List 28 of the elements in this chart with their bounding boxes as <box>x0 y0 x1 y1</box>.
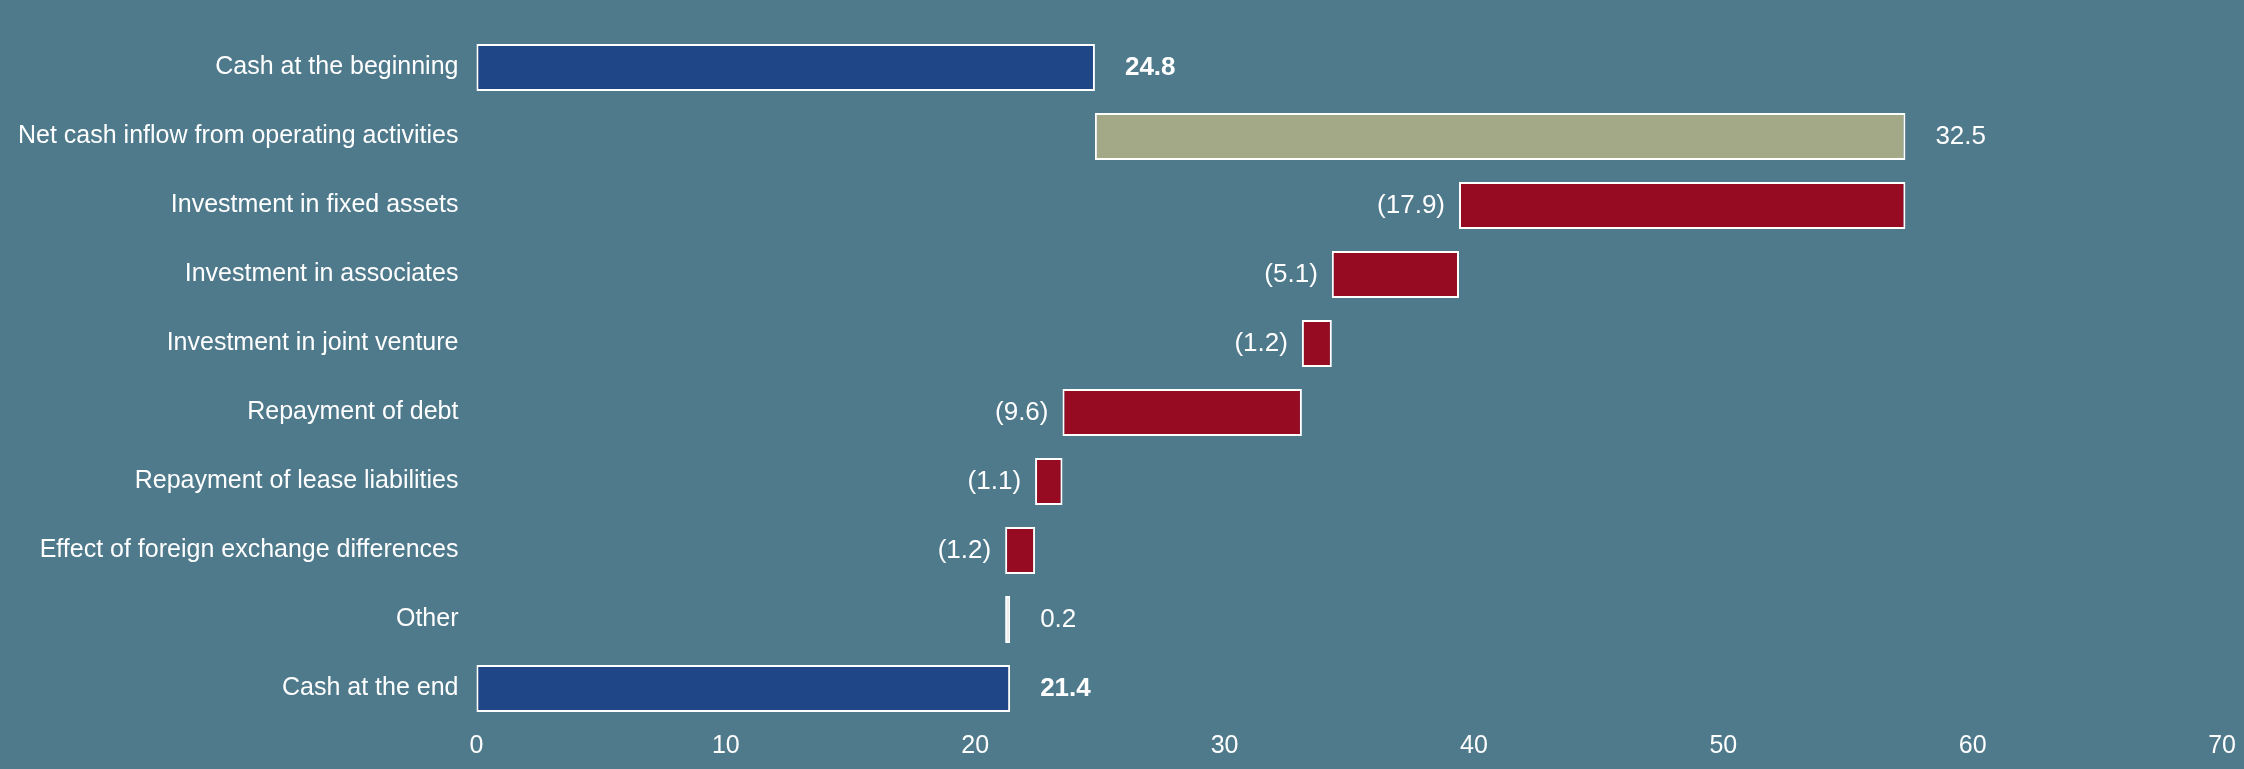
data-label: 32.5 <box>1935 119 1986 150</box>
y-tick-label: Investment in fixed assets <box>170 189 459 218</box>
data-label: (1.2) <box>937 533 992 564</box>
data-label: (9.6) <box>995 395 1049 426</box>
x-tick-label: 40 <box>1460 729 1488 758</box>
data-label: (17.9) <box>1377 188 1446 219</box>
x-tick-label: 50 <box>1709 729 1738 758</box>
data-label: (5.1) <box>1264 257 1318 288</box>
y-tick-label: Other <box>395 603 459 632</box>
y-tick-label: Net cash inflow from operating activities <box>18 120 459 149</box>
x-tick-label: 60 <box>1958 729 1987 758</box>
data-label: 0.2 <box>1040 602 1077 633</box>
y-tick-label: Effect of foreign exchange differences <box>39 534 459 563</box>
x-tick-label: 10 <box>711 729 740 758</box>
y-tick-label: Cash at the end <box>281 672 459 701</box>
data-label: 24.8 <box>1124 50 1176 81</box>
data-label: 21.4 <box>1040 671 1092 702</box>
y-tick-label: Investment in associates <box>184 258 459 287</box>
y-tick-label: Investment in joint venture <box>166 327 459 356</box>
x-tick-label: 30 <box>1210 729 1239 758</box>
x-tick-label: 0 <box>469 729 484 758</box>
x-tick-label: 70 <box>2208 729 2236 758</box>
y-tick-label: Repayment of lease liabilities <box>134 465 459 494</box>
y-tick-label: Cash at the beginning <box>215 51 459 80</box>
data-label: (1.2) <box>1234 326 1288 357</box>
x-tick-label: 20 <box>961 729 990 758</box>
y-tick-label: Repayment of debt <box>247 396 459 425</box>
data-label: (1.1) <box>967 464 1022 495</box>
